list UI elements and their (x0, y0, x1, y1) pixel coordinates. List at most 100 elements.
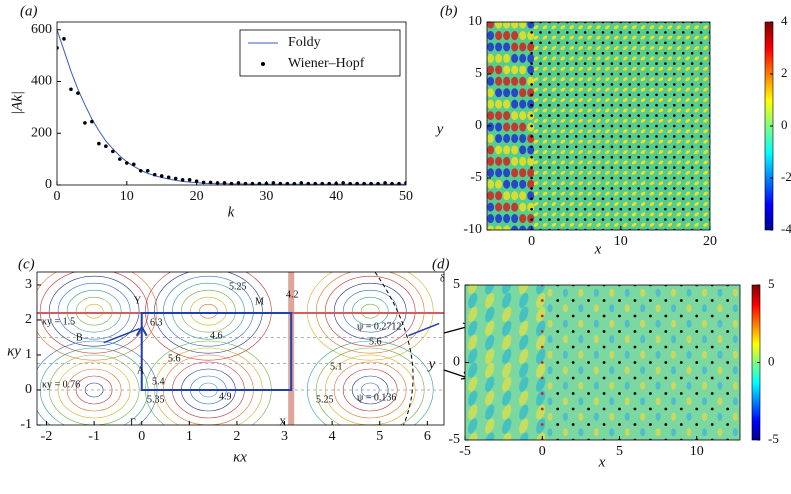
field-blob (527, 202, 535, 212)
panel: Foldy Wiener–Hopf 0 10 20 30 40 50 0 200 400 600 (a)… (9, 3, 413, 220)
field-blob (622, 77, 628, 82)
field-blob (527, 179, 535, 189)
scatterer (664, 407, 668, 411)
field-blob (649, 150, 655, 154)
annotation: 4.2 (286, 289, 299, 300)
annotation: 5.35 (147, 394, 165, 405)
y-tick-label: 2 (25, 312, 32, 327)
scatterer (587, 423, 590, 426)
scatterer (619, 31, 623, 34)
scatterer (726, 330, 730, 333)
field-blob (667, 56, 673, 61)
contour-line (360, 303, 380, 319)
data-point (145, 168, 150, 173)
scatterer (540, 423, 544, 426)
field-blob (542, 77, 548, 82)
y-tick-label: -5 (448, 432, 460, 447)
field-blob (503, 191, 511, 201)
scatterer (583, 207, 587, 211)
field-blob (578, 56, 583, 61)
field-blob (614, 35, 619, 40)
scatterer (699, 197, 703, 201)
field-blob (622, 202, 628, 206)
field-blob (609, 288, 615, 297)
y-tick-label: 0 (25, 382, 32, 397)
plot-area (37, 272, 444, 425)
scatterer (592, 51, 596, 55)
field-blob (593, 319, 599, 328)
scatterer (574, 103, 578, 107)
field-blob (519, 404, 529, 420)
scatterer (681, 218, 685, 221)
field-blob (551, 87, 557, 92)
field-blob (631, 118, 637, 123)
field-blob (560, 108, 566, 113)
field-blob (624, 366, 630, 375)
field-blob (640, 350, 646, 359)
field-blob (676, 87, 682, 92)
scatterer (619, 124, 623, 128)
x-tick-label: 10 (690, 444, 704, 459)
scatterer (633, 376, 637, 380)
annotation: 6.3 (150, 317, 163, 328)
scatterer (583, 41, 587, 45)
scatterer (619, 103, 623, 107)
field-blob (622, 181, 628, 186)
field-blob (640, 181, 646, 186)
field-blob (587, 35, 592, 40)
field-blob (502, 376, 512, 392)
field-blob (487, 214, 495, 224)
field-blob (503, 156, 511, 166)
field-blob (519, 432, 529, 440)
scatterer (618, 392, 621, 395)
scatterer (610, 145, 614, 149)
scatterer (557, 31, 560, 34)
field-blob (542, 108, 548, 113)
field-blob (551, 108, 557, 113)
annotation: 5.1 (330, 361, 343, 372)
field-blob (547, 304, 553, 313)
field-blob (631, 66, 637, 71)
field-blob (622, 170, 628, 175)
field-blob (569, 129, 575, 134)
field-blob (703, 150, 708, 154)
field-blob (658, 66, 664, 71)
scatterer (539, 62, 542, 65)
scatterer (726, 345, 730, 349)
field-blob (511, 111, 519, 121)
scatterer (673, 187, 676, 190)
x-tick-label: 20 (190, 189, 204, 204)
field-blob (551, 25, 557, 30)
field-blob (640, 150, 646, 154)
field-blob (596, 129, 601, 134)
field-blob (671, 412, 677, 421)
scatterer (655, 31, 658, 34)
field-blob (694, 25, 699, 30)
field-blob (485, 390, 495, 406)
scatterer (619, 114, 623, 117)
scatterer (601, 155, 605, 159)
x-tick-label: -5 (459, 444, 471, 459)
scatterer (679, 299, 683, 302)
field-blob (609, 412, 615, 421)
scatterer (557, 62, 560, 65)
field-blob (587, 87, 592, 92)
field-blob (609, 381, 615, 390)
field-blob (533, 150, 539, 154)
scatterer (655, 155, 658, 159)
scatterer (601, 145, 605, 149)
field-blob (622, 46, 628, 50)
scatterer (664, 145, 667, 149)
scatterer (633, 361, 637, 364)
scatterer (574, 166, 578, 169)
field-blob (686, 304, 692, 313)
scatterer (574, 176, 578, 180)
field-blob (703, 181, 708, 186)
field-blob (631, 87, 637, 92)
field-blob (519, 225, 527, 230)
scatterer (726, 314, 730, 318)
field-blob (519, 122, 527, 132)
scatterer (690, 176, 694, 180)
field-blob (502, 362, 512, 378)
scatterer (592, 103, 596, 107)
